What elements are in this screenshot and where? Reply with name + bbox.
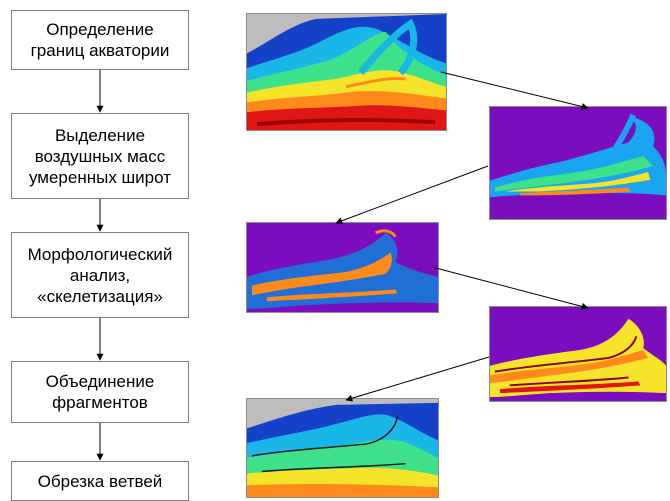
step-morphological-analysis: Морфологический анализ, «скелетизация» bbox=[11, 232, 189, 318]
step-label: Выделение воздушных масс умеренных широт bbox=[28, 125, 172, 187]
satellite-image-merged bbox=[246, 398, 439, 498]
distance-map bbox=[490, 307, 666, 401]
air-mass-map bbox=[490, 107, 666, 219]
step-label: Морфологический анализ, «скелетизация» bbox=[27, 244, 173, 306]
step-air-mass-extraction: Выделение воздушных масс умеренных широт bbox=[11, 113, 189, 199]
satellite-image-air-masses bbox=[489, 106, 667, 220]
flowchart-diagram: Определение границ акватории Выделение в… bbox=[11, 10, 667, 501]
step-boundary-definition: Определение границ акватории bbox=[11, 10, 189, 70]
step-branch-pruning: Обрезка ветвей bbox=[11, 461, 189, 501]
step-label: Обрезка ветвей bbox=[37, 471, 163, 491]
satellite-image-temperature bbox=[246, 13, 447, 131]
arrow-panel1-to-panel2 bbox=[440, 71, 589, 110]
step-label: Определение границ акватории bbox=[30, 20, 170, 60]
satellite-image-skeleton bbox=[246, 222, 439, 313]
arrow-panel2-to-panel3 bbox=[335, 165, 489, 225]
step-fragment-merge: Объединение фрагментов bbox=[11, 361, 189, 423]
merged-map bbox=[247, 399, 438, 497]
step-label: Объединение фрагментов bbox=[45, 372, 155, 412]
skeleton-map bbox=[247, 223, 438, 312]
satellite-image-distance-transform bbox=[489, 306, 667, 402]
arrow-panel4-to-panel5 bbox=[345, 356, 490, 402]
temperature-map bbox=[247, 14, 446, 130]
arrow-panel3-to-panel4 bbox=[431, 266, 589, 310]
